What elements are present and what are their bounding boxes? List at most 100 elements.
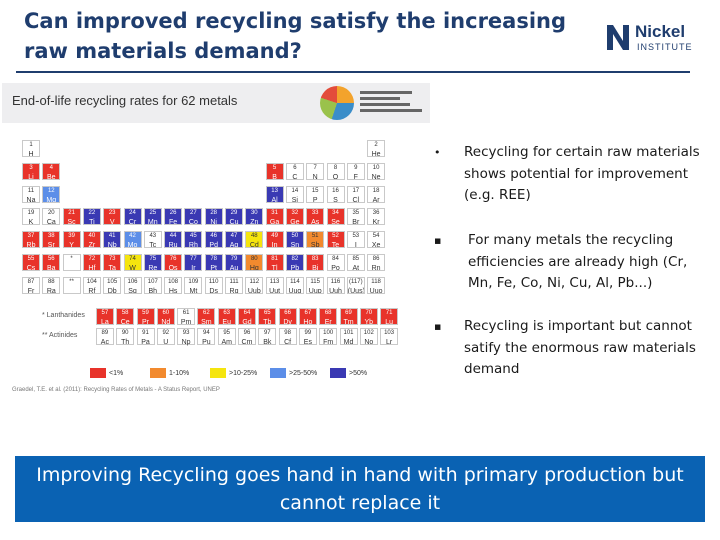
element-cell: 78 Pt <box>204 254 223 271</box>
element-number: 87 <box>27 278 35 285</box>
element-symbol: Re <box>148 265 158 271</box>
element-cell: 54 Xe <box>367 231 386 249</box>
element-number: 41 <box>108 233 116 240</box>
element-cell: 53 I <box>346 231 365 249</box>
element-cell: ** <box>62 276 81 294</box>
element-number: 12 <box>47 187 55 194</box>
element-symbol: Ca <box>46 219 56 226</box>
element-number: 28 <box>210 210 218 217</box>
element-number: 11 <box>27 187 35 194</box>
element-number: 83 <box>311 256 319 262</box>
element-number: 63 <box>223 310 231 316</box>
element-number: 19 <box>27 210 35 217</box>
element-symbol: Zn <box>250 219 259 226</box>
element-symbol: Gd <box>242 319 252 326</box>
element-cell: (117) (Uus) <box>346 276 365 294</box>
element-cell: 50 Sn <box>285 231 304 249</box>
element-cell: 52 Te <box>326 231 345 249</box>
element-number: 31 <box>271 210 278 217</box>
legend-label: 1-10% <box>169 370 190 377</box>
element-cell: 23 V <box>103 208 122 226</box>
element-symbol: Uub <box>247 287 261 294</box>
element-number: 46 <box>210 233 218 240</box>
legend-item: <1% <box>90 368 123 380</box>
element-symbol: No <box>364 339 374 346</box>
element-cell: 59 Pr <box>136 308 155 326</box>
element-number: 57 <box>101 310 109 316</box>
element-cell: 98 Cf <box>278 328 297 346</box>
element-number: 69 <box>345 310 352 316</box>
element-cell: 43 Tc <box>143 231 162 249</box>
element-number: 56 <box>47 256 55 262</box>
element-cell: 91 Pa <box>136 328 155 346</box>
element-number: 16 <box>332 187 339 194</box>
element-cell: 71 Lu <box>380 308 399 326</box>
element-number: 50 <box>291 233 299 240</box>
element-symbol: Sn <box>290 242 300 249</box>
element-number: 80 <box>250 256 258 262</box>
element-cell: 115 Uup <box>306 276 325 294</box>
element-symbol: H <box>28 151 34 157</box>
element-symbol: Pr <box>142 319 149 326</box>
element-number: (117) <box>349 278 363 285</box>
element-symbol: Hf <box>88 265 96 271</box>
element-number: 24 <box>129 210 136 217</box>
element-symbol: S <box>333 196 338 203</box>
element-symbol: Be <box>47 173 56 180</box>
element-symbol: N <box>312 173 318 180</box>
element-symbol: Mn <box>147 219 158 226</box>
element-cell: 74 W <box>123 254 142 271</box>
element-number: 65 <box>263 310 271 316</box>
element-number: 85 <box>352 256 360 262</box>
element-cell: 80 Hg <box>245 254 264 271</box>
element-number: 67 <box>304 310 312 316</box>
element-cell: 12 Mg <box>42 185 61 203</box>
element-number: 84 <box>332 256 339 262</box>
element-symbol: U <box>163 339 169 346</box>
element-cell: 18 Ar <box>367 185 386 203</box>
element-cell: 62 Sm <box>197 308 216 326</box>
element-cell: 85 At <box>346 254 365 271</box>
element-symbol: Fm <box>323 339 334 346</box>
element-symbol: V <box>109 219 115 226</box>
element-symbol: Si <box>291 196 298 203</box>
element-cell: 25 Mn <box>143 208 162 226</box>
element-number: 58 <box>121 310 129 316</box>
element-number: 10 <box>372 164 380 171</box>
element-number: 77 <box>190 256 197 262</box>
element-cell: 30 Zn <box>245 208 264 226</box>
element-cell: 13 Al <box>265 185 284 203</box>
element-symbol: Rh <box>188 242 198 249</box>
element-cell: 55 Cs <box>22 254 40 271</box>
element-cell: 82 Pb <box>285 254 304 271</box>
element-symbol: Ar <box>372 196 380 203</box>
element-number: 89 <box>101 330 109 336</box>
element-number: 25 <box>149 210 157 217</box>
element-cell: 21 Sc <box>62 208 81 226</box>
element-symbol: Rb <box>26 242 36 249</box>
element-cell: 14 Si <box>285 185 304 203</box>
element-number: 62 <box>203 310 210 316</box>
element-number: 30 <box>250 210 258 217</box>
element-number: 92 <box>162 330 170 336</box>
element-symbol: Ne <box>371 173 381 180</box>
element-symbol: Tc <box>149 242 157 249</box>
element-cell: 10 Ne <box>367 162 386 180</box>
element-number: 3 <box>29 164 33 171</box>
element-symbol: Uuh <box>329 287 342 294</box>
element-number: 72 <box>88 256 96 262</box>
element-number: 27 <box>190 210 197 217</box>
slide-title: Can improved recycling satisfy the incre… <box>24 9 567 63</box>
element-cell: 104 Rf <box>82 276 101 294</box>
element-symbol: F <box>353 173 358 180</box>
resource-panel-logo-icon <box>320 86 354 120</box>
element-number: 115 <box>310 278 320 285</box>
logo-name: Nickel <box>635 22 686 41</box>
bullet-text: Recycling for certain raw materials show… <box>464 144 700 203</box>
element-cell: 73 Ta <box>103 254 122 271</box>
element-cell: 102 No <box>359 328 378 346</box>
